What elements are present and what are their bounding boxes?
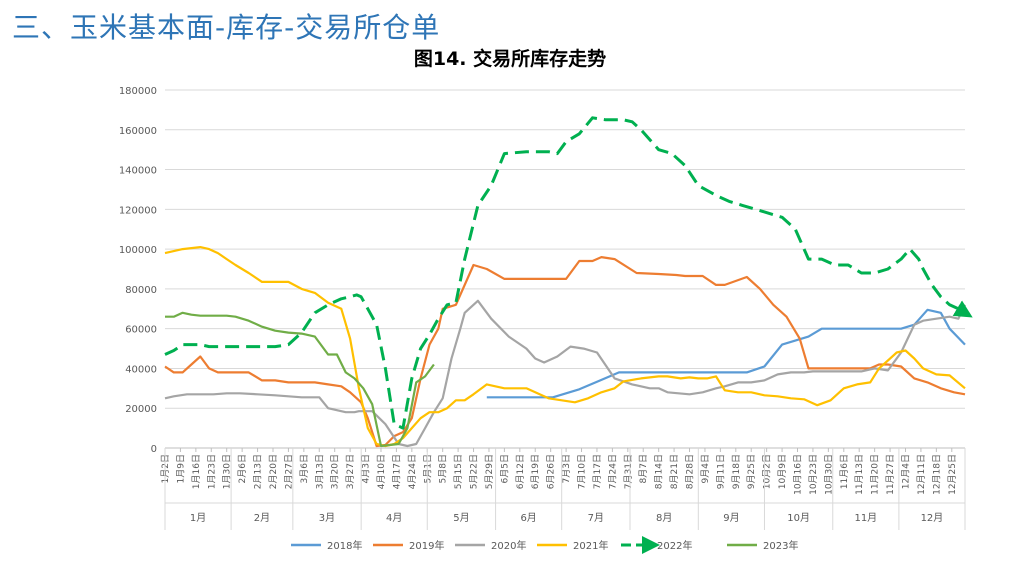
y-tick-label: 180000 (119, 86, 157, 97)
y-tick-label: 20000 (125, 404, 157, 415)
x-date-label: 12月18日 (931, 454, 942, 495)
x-date-label: 9月18日 (731, 454, 742, 489)
x-date-label: 2月6日 (237, 454, 248, 483)
series-line-2021年 (164, 246, 966, 448)
x-date-label: 12月11日 (916, 454, 927, 495)
axes: 0 20000 40000 60000 80000 100000 120000 140000 1… (119, 86, 966, 530)
legend-label-2020年: 2020年 (491, 539, 526, 552)
x-date-label: 8月21日 (669, 454, 680, 489)
gridlines (165, 89, 965, 409)
x-date-label: 4月17日 (391, 454, 402, 489)
x-date-label: 10月2日 (762, 454, 773, 489)
series-lines (164, 116, 973, 448)
y-tick-label: 100000 (119, 245, 157, 256)
series-line-2020年 (164, 299, 966, 448)
x-date-label: 6月12日 (515, 454, 526, 489)
y-tick-label: 60000 (125, 325, 157, 336)
x-date-label: 12月4日 (900, 454, 911, 489)
month-label: 4月 (386, 512, 402, 524)
x-date-label: 5月29日 (484, 454, 495, 489)
y-tick-label: 160000 (119, 126, 157, 137)
x-date-label: 11月20日 (870, 454, 881, 495)
month-label: 10月 (787, 512, 810, 524)
legend-label-2018年: 2018年 (327, 539, 362, 552)
y-tick-label: 140000 (119, 166, 157, 177)
y-tick-label: 80000 (125, 285, 157, 296)
x-date-label: 6月19日 (530, 454, 541, 489)
x-date-label: 9月25日 (746, 454, 757, 489)
x-date-label: 4月3日 (361, 454, 372, 483)
x-date-label: 1月16日 (191, 454, 202, 489)
x-date-label: 8月7日 (638, 454, 649, 483)
series-line-2018年 (486, 308, 966, 399)
slide-title: 三、玉米基本面-库存-交易所仓单 (12, 11, 441, 44)
x-date-label: 2月13日 (253, 454, 264, 489)
x-date-label: 7月3日 (561, 454, 572, 483)
x-date-label: 12月25日 (947, 454, 958, 495)
month-label: 8月 (656, 512, 672, 524)
x-date-label: 8月14日 (654, 454, 665, 489)
x-date-label: 3月20日 (330, 454, 341, 489)
x-date-label: 6月26日 (546, 454, 557, 489)
chart-title: 图14. 交易所库存走势 (413, 48, 607, 70)
x-date-label: 10月30日 (823, 454, 834, 495)
month-label: 7月 (588, 512, 604, 524)
month-label: 9月 (723, 512, 739, 524)
x-date-label: 7月31日 (623, 454, 634, 489)
x-date-label: 3月6日 (299, 454, 310, 483)
month-label: 3月 (319, 512, 335, 524)
x-date-label: 7月10日 (577, 454, 588, 489)
x-date-label: 11月6日 (839, 454, 850, 489)
month-label: 12月 (921, 512, 944, 524)
x-date-label: 6月5日 (499, 454, 510, 483)
x-date-label: 5月22日 (469, 454, 480, 489)
x-date-label: 5月15日 (453, 454, 464, 489)
series-line-2019年 (164, 256, 966, 448)
x-date-label: 9月4日 (700, 454, 711, 483)
x-date-label: 10月9日 (777, 454, 788, 489)
x-date-label: 11月13日 (854, 454, 865, 495)
month-label: 1月 (190, 512, 206, 524)
legend-label-2022年: 2022年 (657, 539, 692, 552)
series-line-2022年 (164, 116, 973, 430)
legend-label-2021年: 2021年 (573, 539, 608, 552)
y-tick-label: 120000 (119, 205, 157, 216)
x-date-label: 10月23日 (808, 454, 819, 495)
series-line-2023年 (165, 311, 435, 448)
x-date-label: 4月24日 (407, 454, 418, 489)
x-date-label: 2月20日 (268, 454, 279, 489)
x-date-label: 5月8日 (438, 454, 449, 483)
legend-label-2023年: 2023年 (763, 539, 798, 552)
legend: 2018年 2019年 2020年 2021年 2022年 2023年 (291, 536, 798, 554)
x-date-label: 8月28日 (685, 454, 696, 489)
month-label: 5月 (453, 512, 469, 524)
x-date-label: 1月23日 (206, 454, 217, 489)
x-date-label: 7月24日 (607, 454, 618, 489)
x-date-label: 3月27日 (345, 454, 356, 489)
legend-label-2019年: 2019年 (409, 539, 444, 552)
x-date-label: 1月9日 (175, 454, 186, 483)
x-date-label: 2月27日 (283, 454, 294, 489)
month-label: 6月 (520, 512, 536, 524)
x-date-label: 10月16日 (793, 454, 804, 495)
month-label: 11月 (854, 512, 877, 524)
month-label: 2月 (254, 512, 270, 524)
x-date-label: 1月30日 (222, 454, 233, 489)
x-date-label: 9月11日 (715, 454, 726, 489)
x-date-label: 11月27日 (885, 454, 896, 495)
x-date-label: 7月17日 (592, 454, 603, 489)
x-date-label: 4月10日 (376, 454, 387, 489)
y-tick-label: 0 (151, 444, 157, 455)
y-tick-label: 40000 (125, 364, 157, 375)
x-date-label: 3月13日 (314, 454, 325, 489)
